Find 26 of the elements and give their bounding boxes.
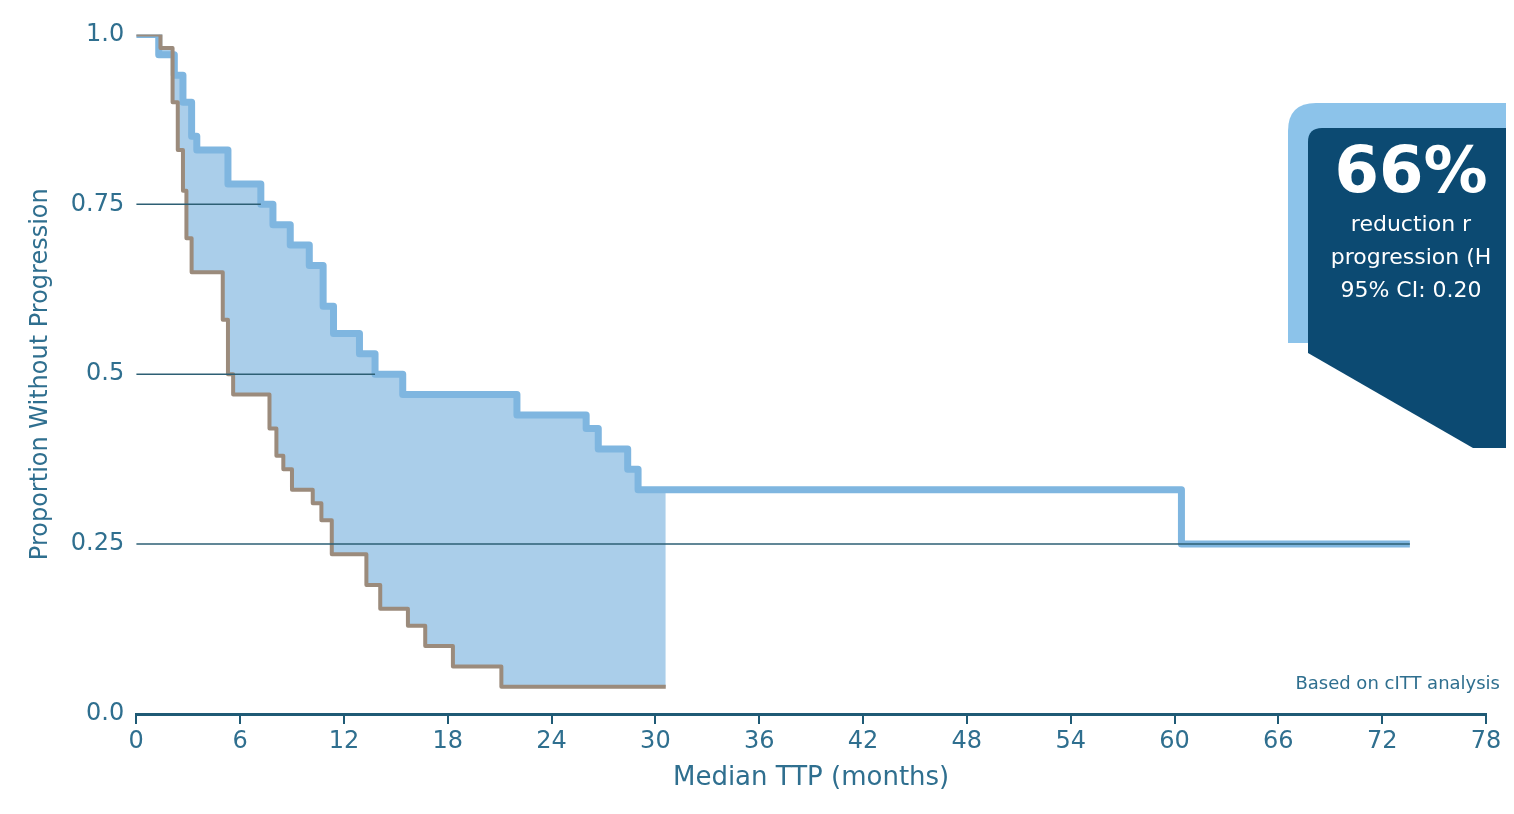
x-tick-label: 54 bbox=[1055, 725, 1086, 754]
x-tick-label: 6 bbox=[232, 725, 248, 754]
y-tick-label: 0.0 bbox=[86, 698, 125, 727]
x-tick-label: 78 bbox=[1470, 725, 1502, 754]
annotation: progression (H bbox=[1329, 243, 1493, 271]
x-tick-label: 36 bbox=[743, 725, 775, 754]
x-tick-label: 60 bbox=[1159, 725, 1190, 754]
annotation: 95% CI: 0.20 bbox=[1339, 276, 1483, 304]
y-axis-title: Proportion Without Progression bbox=[24, 188, 53, 561]
x-tick-label: 24 bbox=[536, 725, 567, 754]
annotation: reduction r bbox=[1349, 210, 1473, 238]
y-tick-label: 0.75 bbox=[70, 188, 125, 217]
x-tick-label: 48 bbox=[951, 725, 983, 754]
x-tick-label: 30 bbox=[640, 725, 671, 754]
annotation: Based on cITT analysis bbox=[1295, 672, 1500, 693]
x-axis-title: Median TTP (months) bbox=[672, 761, 950, 792]
y-tick-label: 0.5 bbox=[86, 358, 125, 387]
annotation: 66% bbox=[1333, 133, 1489, 207]
x-tick-label: 18 bbox=[432, 725, 463, 754]
x-tick-label: 12 bbox=[328, 725, 360, 754]
x-tick-label: 66 bbox=[1263, 725, 1294, 754]
x-tick-label: 0 bbox=[128, 725, 144, 754]
x-tick-label: 72 bbox=[1366, 725, 1398, 754]
y-tick-label: 1.0 bbox=[86, 18, 125, 47]
y-tick-label: 0.25 bbox=[70, 528, 125, 557]
x-tick-label: 42 bbox=[847, 725, 879, 754]
